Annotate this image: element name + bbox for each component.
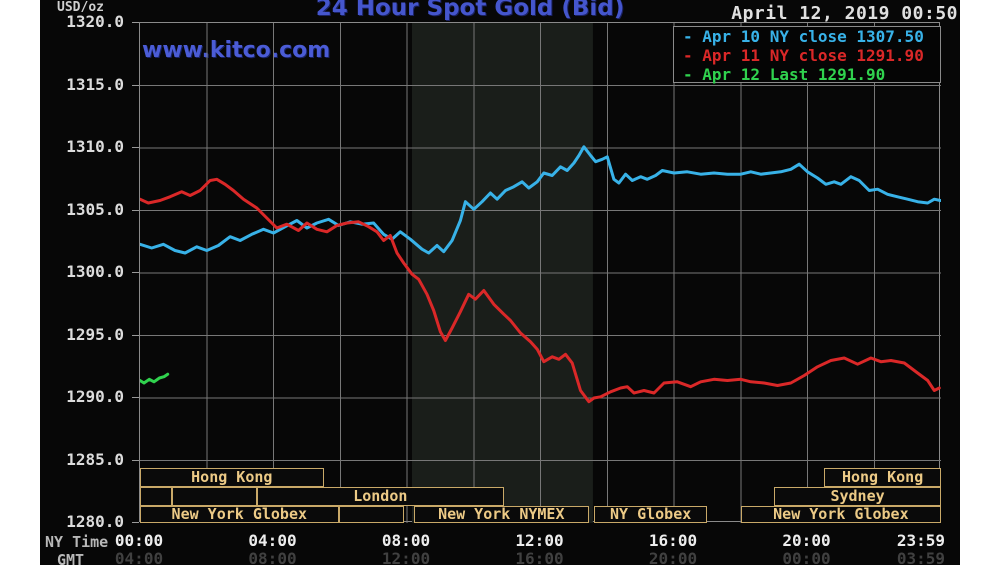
session-box-london: London: [256, 487, 504, 506]
y-axis-tick-mark: [132, 147, 139, 148]
x-axis-tick-label-gmt: 12:00: [381, 549, 431, 565]
y-axis-unit-label: USD/oz: [57, 0, 104, 15]
y-axis-tick-label: 1315.0: [66, 74, 124, 94]
y-axis-tick-mark: [132, 522, 139, 523]
y-axis-tick-mark: [132, 334, 139, 336]
x-axis-tick-label-gmt: 20:00: [648, 549, 698, 565]
x-axis-tick-label-ny: 12:00: [515, 531, 564, 550]
y-axis-tick-label: 1290.0: [66, 387, 124, 406]
session-box-hong-kong: Hong Kong: [824, 468, 941, 487]
y-axis-tick-label: 1285.0: [66, 449, 124, 469]
series-line-apr-11: [140, 177, 941, 404]
chart-title: 24 Hour Spot Gold (Bid): [315, 0, 625, 21]
session-box-hong-kong: Hong Kong: [140, 468, 324, 487]
y-axis-tick-label: 1280.0: [66, 512, 124, 531]
x-axis-tick-label-gmt: 08:00: [248, 549, 297, 565]
y-axis-tick-mark: [132, 84, 139, 86]
session-box: [140, 487, 172, 506]
y-axis-tick-mark: [132, 397, 139, 398]
legend-entry: - Apr 10 NY close 1307.50: [683, 27, 924, 46]
y-axis-tick-label: 1295.0: [66, 324, 124, 344]
x-axis-tick-label-ny: 00:00: [114, 531, 164, 550]
legend-entry: - Apr 11 NY close 1291.90: [683, 46, 924, 65]
session-box-new-york-nymex: New York NYMEX: [413, 506, 589, 523]
chart-timestamp: April 12, 2019 00:50: [731, 3, 958, 24]
x-axis-tick-label-ny: 20:00: [782, 531, 831, 550]
x-axis-tick-label-gmt: 04:00: [114, 549, 164, 565]
y-axis-tick-mark: [132, 272, 139, 273]
y-axis-tick-mark: [132, 22, 139, 23]
series-line-apr-12: [140, 372, 170, 385]
y-axis-tick-mark: [132, 209, 139, 211]
ny-time-axis-label: NY Time: [45, 533, 109, 551]
x-axis-tick-label-ny: 16:00: [648, 531, 698, 550]
x-axis-tick-label-ny: 08:00: [381, 531, 431, 550]
y-axis-tick-label: 1310.0: [66, 137, 124, 156]
session-box: [338, 506, 404, 523]
x-axis-tick-label-gmt: 00:00: [782, 549, 831, 565]
session-box: [171, 487, 257, 506]
chart-svg: [140, 23, 941, 523]
session-box-sydney: Sydney: [774, 487, 941, 506]
session-box-ny-globex: NY Globex: [593, 506, 708, 523]
session-box-new-york-globex: New York Globex: [740, 506, 941, 523]
gmt-axis-label: GMT: [57, 551, 85, 565]
y-axis-tick-mark: [132, 459, 139, 461]
x-axis-tick-label-gmt: 16:00: [515, 549, 564, 565]
legend: - Apr 10 NY close 1307.50- Apr 11 NY clo…: [673, 26, 941, 84]
y-axis-tick-label: 1300.0: [66, 262, 124, 281]
plot-area: Hong Kong Hong Kong London Sydney New York G…: [139, 22, 941, 523]
y-axis-tick-label: 1320.0: [66, 12, 124, 31]
y-axis-tick-label: 1305.0: [66, 199, 124, 219]
legend-entry: - Apr 12 Last 1291.90: [683, 65, 886, 84]
session-box-new-york-globex: New York Globex: [140, 506, 339, 523]
x-axis-tick-label-gmt: 03:59: [896, 549, 945, 565]
x-axis-tick-label-ny: 23:59: [896, 531, 945, 550]
x-axis-tick-label-ny: 04:00: [248, 531, 297, 550]
kitco-watermark-link[interactable]: www.kitco.com: [142, 38, 331, 63]
